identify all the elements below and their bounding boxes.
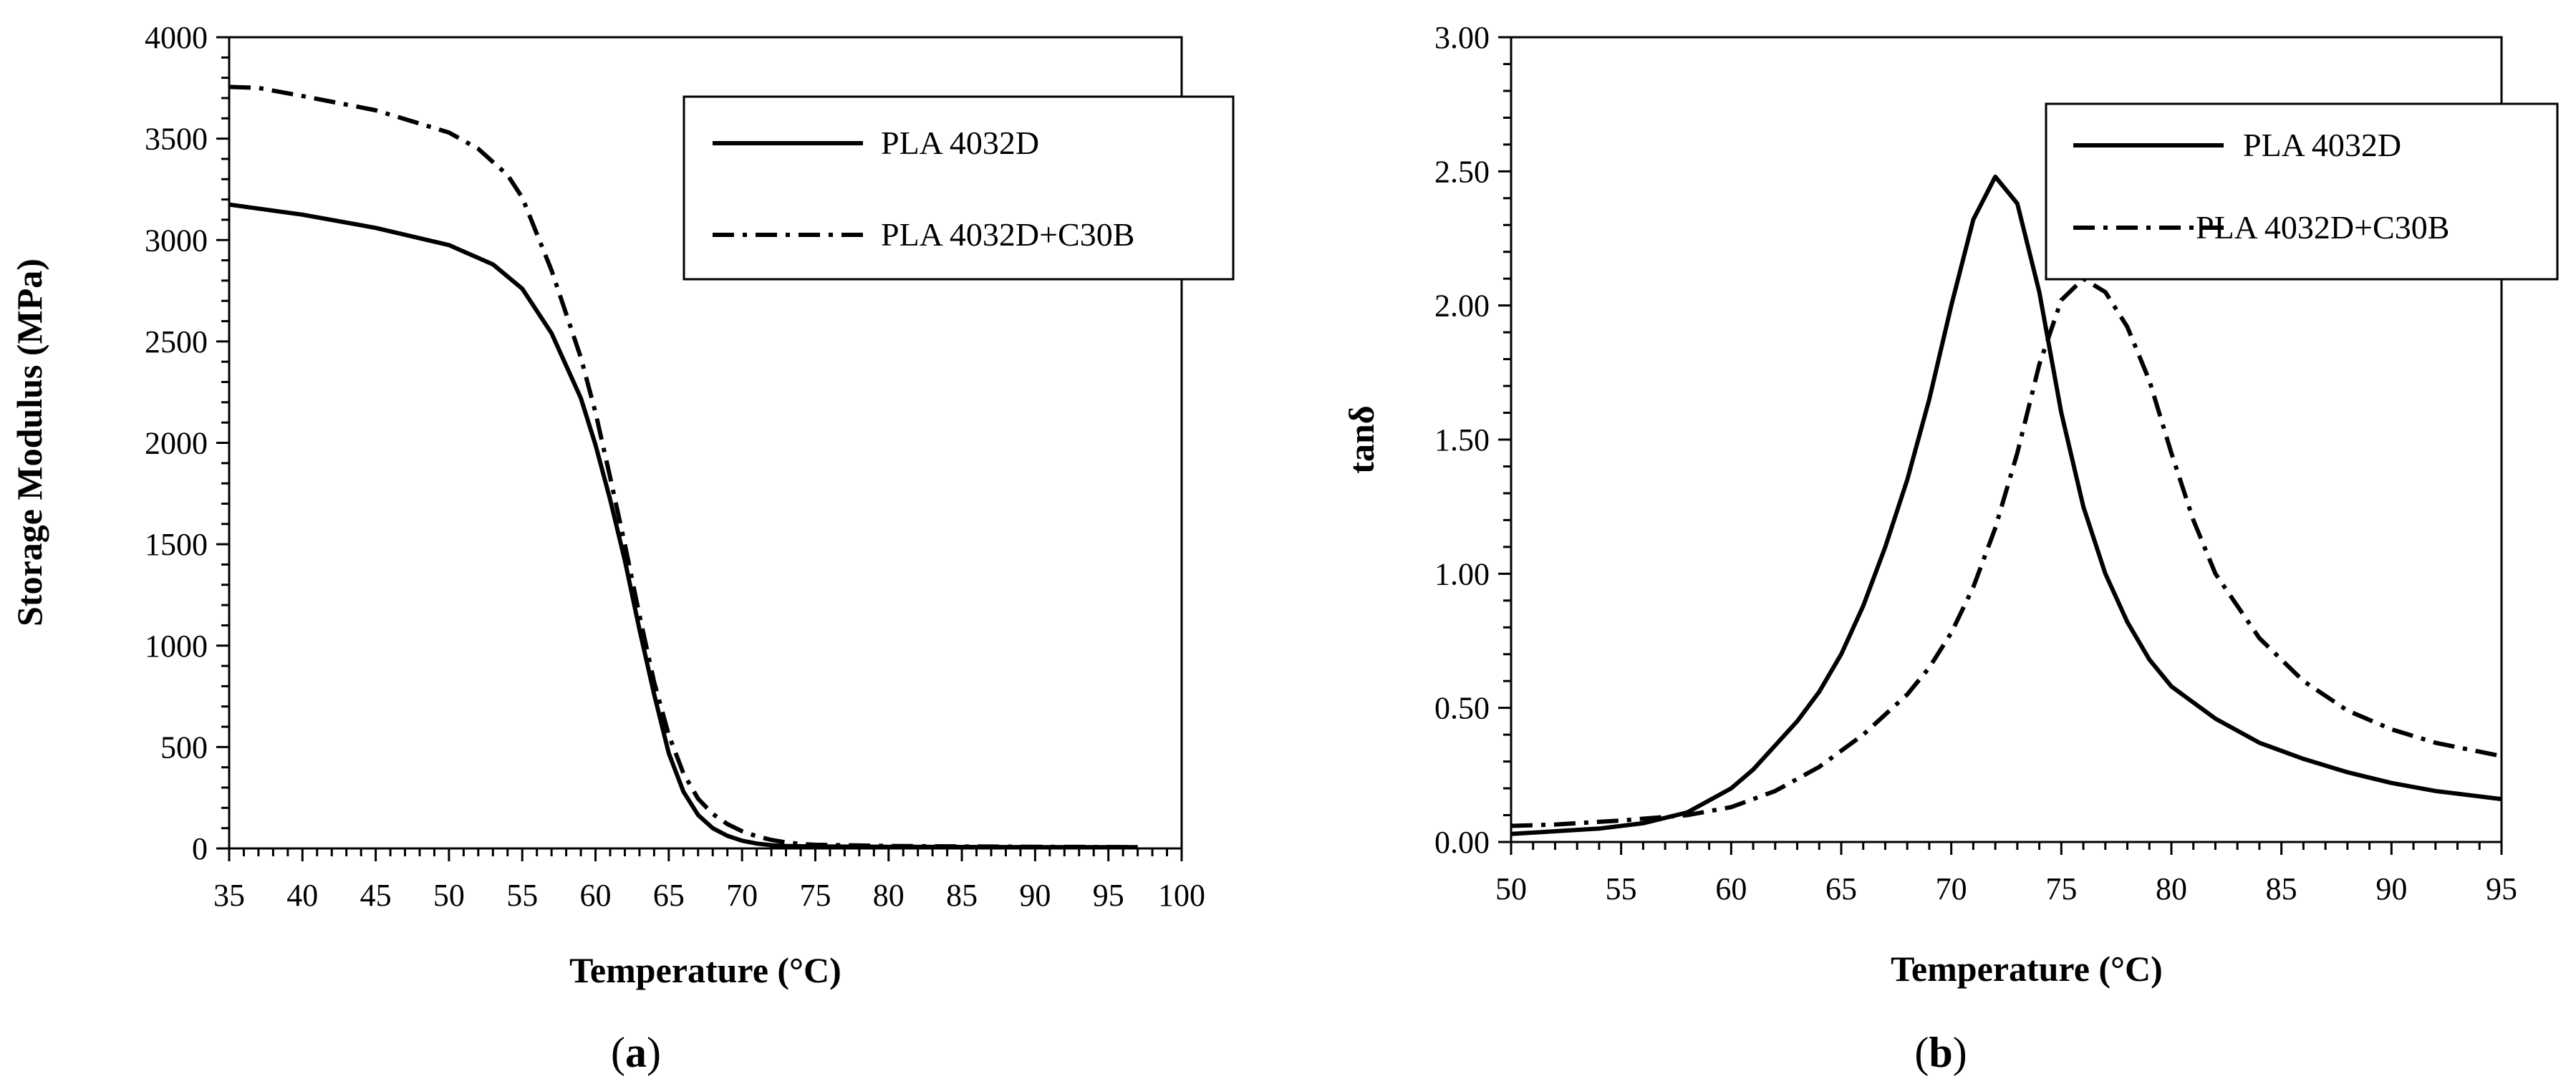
x-axis-title-b: Temperature (°C) (1891, 949, 2163, 989)
y-tick-label-a: 0 (192, 831, 208, 866)
x-tick-label-b: 60 (1715, 871, 1747, 906)
panel-letter-a: a (625, 1029, 647, 1076)
ticks-a (216, 36, 1183, 861)
x-tick-label-b: 55 (1606, 871, 1637, 906)
x-tick-label-a: 60 (580, 878, 612, 913)
y-tick-label-a: 2000 (145, 426, 208, 461)
panel-letter-b: b (1929, 1029, 1952, 1076)
chart-panel-b: 50 55 60 65 70 75 80 85 90 95 0.00 0.50 1.00 1.50 2.00… (1341, 20, 2559, 1076)
tick-labels-b: 50 55 60 65 70 75 80 85 90 95 0.00 0.50 1.00 1.50 2.00… (1434, 20, 2517, 906)
x-tick-label-a: 65 (653, 878, 685, 913)
series-line-b-0 (1510, 174, 2502, 836)
x-tick-label-a: 50 (433, 878, 465, 913)
tick-labels-a: 35 40 45 50 55 60 65 70 75 80 85 90 95 10005001000150… (145, 20, 1205, 913)
ticks-b (1498, 36, 2503, 855)
y-axis-title-a: Storage Modulus (MPa) (9, 258, 49, 626)
x-axis-title-a: Temperature (°C) (569, 950, 841, 990)
y-tick-label-b: 2.50 (1434, 154, 1490, 189)
x-tick-label-a: 90 (1019, 878, 1051, 913)
chart-panel-a: 35 40 45 50 55 60 65 70 75 80 85 90 95 10005001000150… (9, 20, 1235, 1076)
svg-text:(a): (a) (611, 1029, 661, 1076)
svg-text:(b): (b) (1914, 1029, 1967, 1076)
y-tick-label-b: 0.50 (1434, 691, 1490, 726)
x-tick-label-a: 40 (286, 878, 318, 913)
x-tick-label-a: 35 (213, 878, 245, 913)
y-tick-label-b: 1.00 (1434, 556, 1490, 591)
x-tick-label-b: 90 (2375, 871, 2407, 906)
x-tick-label-b: 80 (2156, 871, 2187, 906)
x-tick-label-a: 85 (946, 878, 978, 913)
legend-label-a-0: PLA 4032D (881, 125, 1039, 161)
x-tick-label-a: 55 (506, 878, 538, 913)
y-tick-label-a: 4000 (145, 20, 208, 55)
y-tick-label-a: 1500 (145, 527, 208, 562)
y-axis-title-b: tanδ (1341, 405, 1381, 473)
x-tick-label-a: 100 (1158, 878, 1205, 913)
legend-label-b-1: PLA 4032D+C30B (2196, 209, 2449, 246)
x-tick-label-b: 75 (2045, 871, 2077, 906)
y-tick-label-a: 3500 (145, 122, 208, 157)
y-tick-label-a: 500 (160, 730, 208, 765)
x-tick-label-b: 70 (1936, 871, 1967, 906)
panel-label-b: (b) (1914, 1029, 1967, 1076)
x-tick-label-a: 70 (726, 878, 758, 913)
y-tick-label-b: 2.00 (1434, 289, 1490, 324)
x-tick-label-a: 75 (799, 878, 831, 913)
legend-box-b (2045, 102, 2559, 281)
y-tick-label-a: 3000 (145, 223, 208, 258)
legend-label-b-0: PLA 4032D (2243, 127, 2401, 163)
x-tick-label-a: 95 (1093, 878, 1124, 913)
series-b (1510, 174, 2502, 836)
legend-box-a (682, 95, 1235, 281)
y-tick-label-a: 1000 (145, 629, 208, 664)
x-tick-label-b: 85 (2266, 871, 2297, 906)
x-tick-label-b: 65 (1825, 871, 1857, 906)
legend-a: PLA 4032D PLA 4032D+C30B (682, 95, 1235, 281)
x-tick-label-b: 50 (1495, 871, 1527, 906)
series-line-a-1 (228, 84, 1138, 850)
y-tick-label-b: 0.00 (1434, 825, 1490, 860)
y-tick-label-b: 1.50 (1434, 422, 1490, 458)
series-a (228, 84, 1138, 850)
x-tick-label-a: 80 (873, 878, 905, 913)
y-tick-label-a: 2500 (145, 324, 208, 359)
x-tick-label-a: 45 (360, 878, 392, 913)
legend-b: PLA 4032D PLA 4032D+C30B (2045, 102, 2559, 281)
legend-label-a-1: PLA 4032D+C30B (881, 216, 1134, 253)
series-line-b-1 (1510, 276, 2502, 828)
panel-label-a: (a) (611, 1029, 661, 1076)
x-tick-label-b: 95 (2486, 871, 2517, 906)
y-tick-label-b: 3.00 (1434, 20, 1490, 55)
